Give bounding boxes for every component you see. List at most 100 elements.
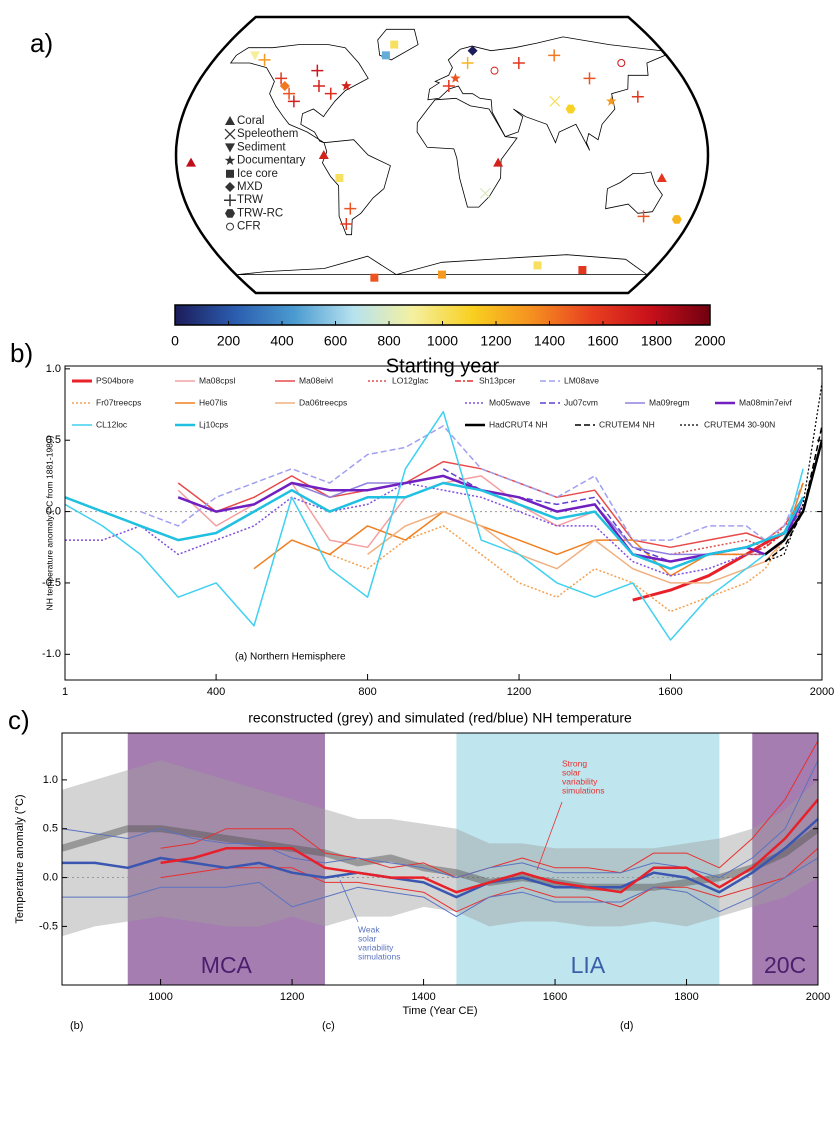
series-line xyxy=(764,425,822,563)
legend-label: TRW xyxy=(237,194,263,206)
series-line xyxy=(632,531,785,602)
annotation: simulations xyxy=(358,951,401,961)
series-line xyxy=(367,496,804,584)
proxy-marker xyxy=(490,66,499,75)
proxy-marker xyxy=(370,273,379,282)
proxy-marker xyxy=(324,87,337,100)
legend-label: Ma08min7eivf xyxy=(739,397,793,407)
legend-label: CFR xyxy=(237,221,261,233)
x-tick-label: 1800 xyxy=(674,991,698,1003)
colorbar-tick-label: 800 xyxy=(377,333,401,349)
chart-title: reconstructed (grey) and simulated (red/… xyxy=(248,710,632,726)
legend-item: Da06treecps xyxy=(275,397,347,407)
annotation: (a) Northern Hemisphere xyxy=(235,652,346,663)
proxy-marker xyxy=(275,72,288,85)
legend-item: CL12loc xyxy=(72,419,128,429)
proxy-marker xyxy=(344,202,357,215)
legend-label: Coral xyxy=(237,115,264,127)
y-tick-label: 0.0 xyxy=(46,505,61,517)
legend-item: CRUTEM4 NH xyxy=(575,419,655,429)
colorbar-tick-label: 2000 xyxy=(694,333,725,349)
legend-item: TRW xyxy=(224,194,263,206)
plot-area xyxy=(61,732,819,986)
reconstruction-band xyxy=(62,760,818,937)
legend-label: Sediment xyxy=(237,141,286,153)
colorbar-tick-label: 1200 xyxy=(480,333,511,349)
proxy-marker xyxy=(279,81,290,91)
legend-label: CL12loc xyxy=(96,419,128,429)
proxy-marker xyxy=(467,45,478,56)
proxy-marker xyxy=(438,270,446,279)
x-tick-label: 800 xyxy=(358,686,376,698)
legend-item: Lj10cps xyxy=(175,419,228,429)
legend-item: Ice core xyxy=(226,168,278,180)
series-line xyxy=(177,475,804,563)
legend-symbol xyxy=(225,209,235,218)
series-line xyxy=(65,482,804,577)
y-tick-label: -0.5 xyxy=(39,920,58,932)
plot-content xyxy=(65,383,822,641)
legend-item: Ma08cpsl xyxy=(175,375,235,385)
proxy-marker xyxy=(341,80,352,91)
proxy-marker xyxy=(671,215,682,224)
legend-symbol xyxy=(226,169,234,178)
legend-item: CFR xyxy=(226,221,261,233)
plot-frame xyxy=(64,365,823,681)
colorbar-tick-label: 400 xyxy=(270,333,294,349)
legend-item: He07lis xyxy=(175,397,227,407)
colorbar-tick-label: 0 xyxy=(171,333,179,349)
proxy-marker xyxy=(583,72,596,85)
plot-content xyxy=(62,733,818,985)
legend-label: Fr07treecps xyxy=(96,397,141,407)
proxy-marker xyxy=(578,266,587,274)
proxy-marker xyxy=(606,95,617,106)
legend-label: LM08ave xyxy=(564,375,599,385)
legend-item: Sediment xyxy=(225,141,286,153)
colorbar-tick-label: 1600 xyxy=(587,333,618,349)
series-line xyxy=(443,482,804,570)
proxy-marker xyxy=(617,59,626,67)
panel-label: b) xyxy=(10,338,33,368)
colorbar-tick-label: 600 xyxy=(324,333,348,349)
legend-item: Documentary xyxy=(224,155,306,167)
y-tick-label: 0.5 xyxy=(46,434,61,446)
x-tick-label: 2000 xyxy=(806,991,830,1003)
y-tick-label: 1.0 xyxy=(43,774,58,786)
legend-item: Ma09regm xyxy=(625,397,690,407)
legend-symbol xyxy=(225,116,235,125)
coastline xyxy=(605,171,663,214)
series-line xyxy=(160,798,818,894)
proxy-marker xyxy=(450,72,461,83)
legend-symbol xyxy=(224,194,236,207)
legend-item: Fr07treecps xyxy=(72,397,141,407)
x-tick-label: 2000 xyxy=(810,686,834,698)
x-tick-label: 1400 xyxy=(411,991,435,1003)
y-tick-label: -1.0 xyxy=(42,648,61,660)
legend-item: LO12glac xyxy=(368,375,429,385)
colorbar-tick-label: 200 xyxy=(217,333,241,349)
x-tick-label: 1200 xyxy=(507,686,531,698)
legend-label: Documentary xyxy=(237,155,306,167)
proxy-marker xyxy=(186,157,197,167)
sub-label: (b) xyxy=(70,1020,83,1032)
period-label: 20C xyxy=(764,952,806,978)
legend-item: Speleothem xyxy=(224,128,298,140)
legend-label: CRUTEM4 30-90N xyxy=(704,419,775,429)
annotation: simulations xyxy=(562,785,605,795)
plot-area xyxy=(64,365,823,681)
legend-label: He07lis xyxy=(199,397,227,407)
legend-label: LO12glac xyxy=(392,375,429,385)
coastline xyxy=(416,97,518,208)
legend-item: Sh13pcer xyxy=(455,375,516,385)
proxy-marker xyxy=(479,187,491,199)
legend-item: HadCRUT4 NH xyxy=(465,419,548,429)
coastline xyxy=(321,139,391,236)
proxy-marker xyxy=(631,90,644,103)
period-label: MCA xyxy=(201,952,253,978)
sub-label: (c) xyxy=(322,1020,335,1032)
legend-symbol xyxy=(226,222,234,231)
legend-symbol xyxy=(224,155,236,166)
colorbar-tick-label: 1400 xyxy=(534,333,565,349)
proxy-marker xyxy=(250,51,261,61)
